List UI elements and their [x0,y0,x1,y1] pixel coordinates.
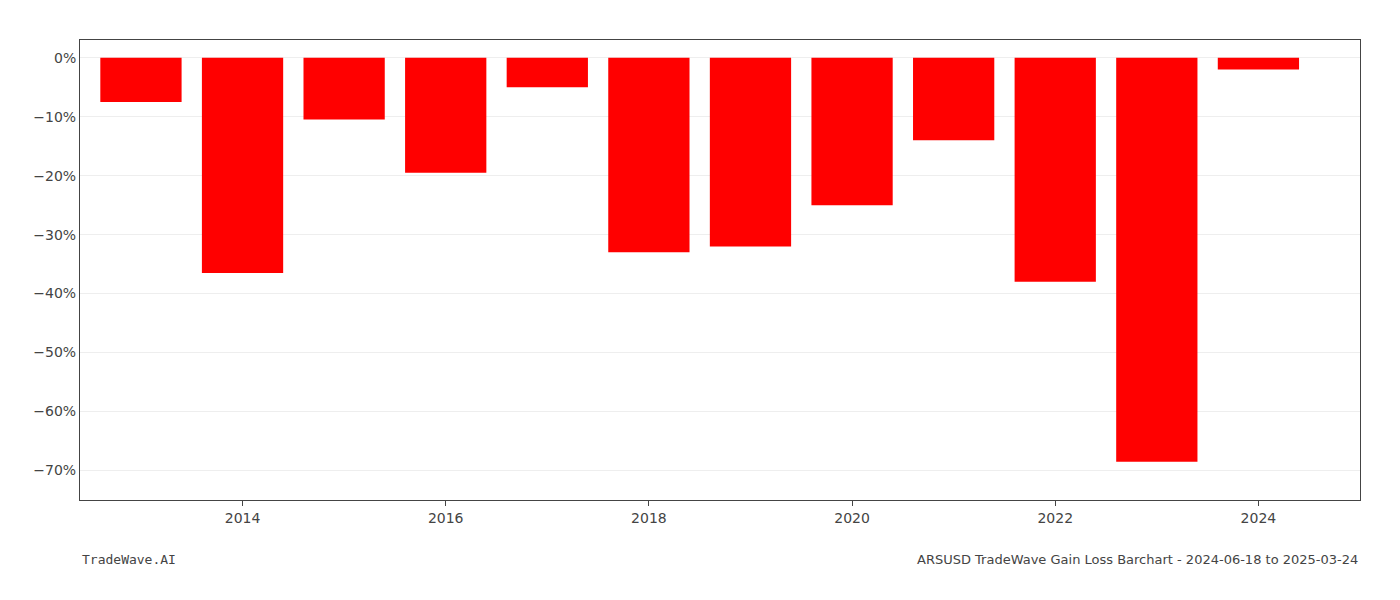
svg-text:−30%: −30% [33,227,76,243]
svg-text:0%: 0% [54,50,76,66]
svg-text:−20%: −20% [33,168,76,184]
svg-text:2024: 2024 [1241,510,1277,526]
svg-text:−60%: −60% [33,403,76,419]
svg-text:2016: 2016 [428,510,464,526]
svg-text:−10%: −10% [33,109,76,125]
svg-text:2018: 2018 [631,510,667,526]
svg-text:2022: 2022 [1037,510,1073,526]
svg-text:−70%: −70% [33,462,76,478]
svg-text:−50%: −50% [33,344,76,360]
svg-text:2020: 2020 [834,510,870,526]
svg-text:−40%: −40% [33,285,76,301]
svg-text:ARSUSD TradeWave Gain Loss Bar: ARSUSD TradeWave Gain Loss Barchart - 20… [917,552,1358,567]
svg-text:2014: 2014 [225,510,261,526]
svg-text:TradeWave.AI: TradeWave.AI [82,552,176,567]
